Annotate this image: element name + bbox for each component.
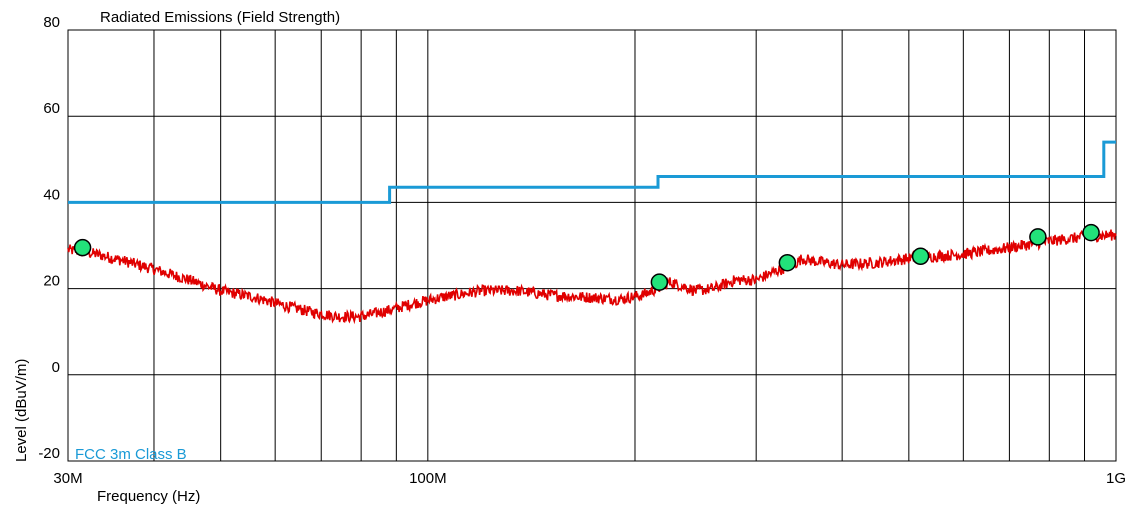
- marker-layer: [73, 223, 1100, 291]
- y-tick-label: 20: [43, 273, 60, 290]
- y-axis-label: Level (dBuV/m): [13, 359, 30, 462]
- x-tick-label: 30M: [53, 470, 82, 487]
- y-tick-label: 0: [52, 359, 60, 376]
- limit-line-layer: [68, 140, 1116, 204]
- trace-layer: [67, 229, 1117, 325]
- tick-labels: 80 60 40 20 0 -20 30M 100M 1G: [38, 14, 1126, 487]
- peak-marker: [778, 253, 797, 272]
- emission-trace: [67, 229, 1117, 325]
- peak-marker: [1082, 223, 1100, 242]
- limit-line-fcc-class-b: [68, 140, 1116, 204]
- peak-marker: [73, 238, 92, 257]
- chart-title: Radiated Emissions (Field Strength): [100, 9, 340, 26]
- y-tick-label: 80: [43, 14, 60, 31]
- peak-marker: [911, 247, 930, 266]
- y-tick-label: 40: [43, 186, 60, 203]
- peak-marker: [650, 273, 669, 291]
- y-tick-label: 60: [43, 100, 60, 117]
- grid: [67, 29, 1117, 462]
- x-tick-label: 100M: [409, 470, 447, 487]
- plot-frame: [67, 29, 1117, 462]
- x-tick-label: 1G: [1106, 470, 1126, 487]
- legend-limit-label: FCC 3m Class B: [75, 446, 187, 463]
- peak-marker: [1029, 228, 1047, 246]
- y-tick-label: -20: [38, 445, 60, 462]
- x-axis-label: Frequency (Hz): [97, 488, 200, 505]
